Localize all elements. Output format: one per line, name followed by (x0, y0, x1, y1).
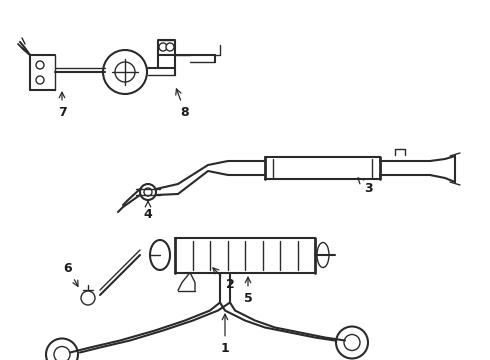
Text: 6: 6 (64, 261, 78, 286)
Text: 1: 1 (220, 314, 229, 355)
Text: 7: 7 (58, 92, 66, 118)
Circle shape (159, 43, 167, 51)
Text: 3: 3 (358, 178, 372, 194)
Text: 5: 5 (244, 277, 252, 305)
Circle shape (36, 76, 44, 84)
Circle shape (166, 43, 174, 51)
Circle shape (36, 61, 44, 69)
Text: 8: 8 (176, 89, 189, 118)
Text: 4: 4 (144, 201, 152, 220)
Text: 2: 2 (213, 268, 234, 292)
